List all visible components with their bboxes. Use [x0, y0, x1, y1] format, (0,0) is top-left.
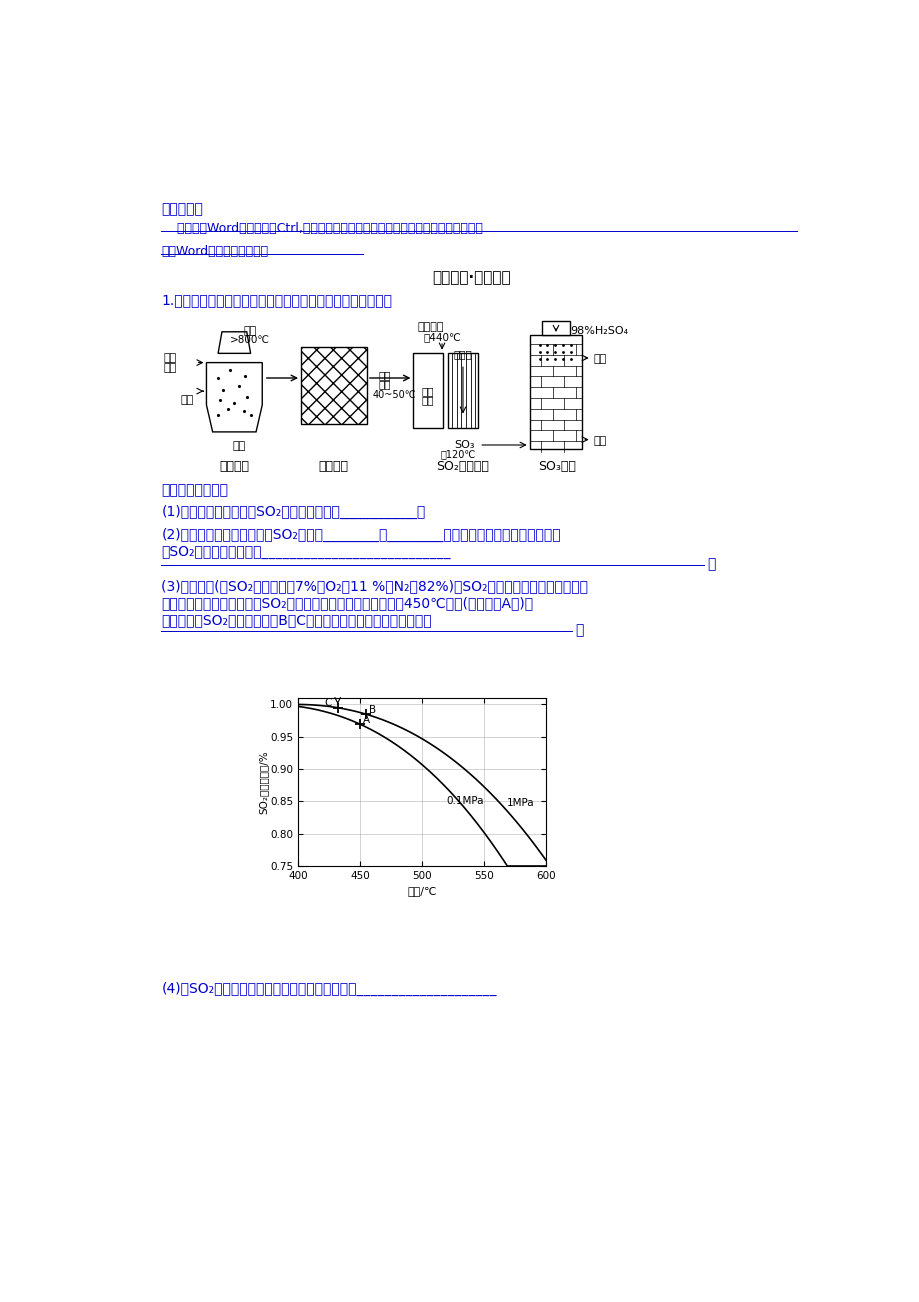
Text: SO₃: SO₃ [454, 440, 474, 449]
Text: B: B [369, 704, 375, 715]
Text: 热交: 热交 [422, 387, 434, 396]
Text: (4)在SO₂催化氧化设备中设置热交换器的目的是____________________: (4)在SO₂催化氧化设备中设置热交换器的目的是________________… [162, 982, 496, 996]
Text: 炉气: 炉气 [378, 380, 391, 389]
Text: 温馨提示：: 温馨提示： [162, 202, 203, 216]
Text: 高效演练·跟踪检测: 高效演练·跟踪检测 [432, 271, 510, 285]
Text: 系如图所示。在实际生产中SO₂催化氧化反应的条件选择常压、450℃左右(对应图中A点)，: 系如图所示。在实际生产中SO₂催化氧化反应的条件选择常压、450℃左右(对应图中… [162, 596, 533, 609]
Text: 矿粉: 矿粉 [163, 362, 176, 372]
Text: 98%H₂SO₄: 98%H₂SO₄ [570, 326, 629, 336]
Text: 尾气: 尾气 [594, 354, 607, 365]
Text: C: C [323, 698, 331, 708]
Text: A: A [362, 715, 369, 725]
Text: 精制: 精制 [378, 370, 391, 380]
Text: (1)在炉气制造中，生成SO₂的化学方程式为___________。: (1)在炉气制造中，生成SO₂的化学方程式为___________。 [162, 505, 425, 519]
Text: SO₂催化氧化: SO₂催化氧化 [436, 461, 489, 474]
Text: 炉渣: 炉渣 [233, 441, 245, 450]
Text: 炉气精制: 炉气精制 [318, 461, 348, 474]
Bar [413, 353, 442, 428]
Bar [541, 322, 569, 335]
Text: 产品: 产品 [594, 436, 607, 445]
Text: 关闭Word文档返回原板块。: 关闭Word文档返回原板块。 [162, 245, 268, 258]
Text: 催化剂: 催化剂 [453, 349, 471, 359]
Text: 。: 。 [707, 557, 715, 572]
Text: 对SO₂催化氧化的影响是___________________________: 对SO₂催化氧化的影响是___________________________ [162, 546, 450, 559]
Text: 此套题为Word版，请按住Ctrl,滑动鼠标滚轴，调节合适的观看比例，答案解析附后。: 此套题为Word版，请按住Ctrl,滑动鼠标滚轴，调节合适的观看比例，答案解析附… [162, 221, 482, 234]
Text: 。: 。 [574, 622, 583, 637]
Text: 0.1MPa: 0.1MPa [447, 796, 483, 806]
Text: (2)炉气精制的作用是将含有SO₂的炉气________、________和干燥，如果炉气不经过精制，: (2)炉气精制的作用是将含有SO₂的炉气________、________和干燥… [162, 529, 561, 543]
Text: 空气: 空气 [180, 395, 193, 405]
Text: 炉气制造: 炉气制造 [219, 461, 249, 474]
Y-axis label: SO₂平衡转化率/%: SO₂平衡转化率/% [258, 750, 268, 814]
Bar [448, 353, 477, 428]
Text: 40~50℃: 40~50℃ [372, 389, 415, 400]
Text: 炉气: 炉气 [244, 326, 256, 336]
Text: 约440℃: 约440℃ [423, 332, 460, 342]
Text: >800℃: >800℃ [230, 335, 269, 345]
X-axis label: 温度/℃: 温度/℃ [407, 887, 437, 896]
Bar [529, 335, 582, 449]
Bar [301, 348, 367, 424]
Text: (3)精制炉气(含SO₂体积分数为7%，O₂为11 %，N₂为82%)中SO₂平衡转化率与温度及压强关: (3)精制炉气(含SO₂体积分数为7%，O₂为11 %，N₂为82%)中SO₂平… [162, 579, 588, 592]
Text: SO₃吸收: SO₃吸收 [538, 461, 575, 474]
Text: 1MPa: 1MPa [505, 798, 533, 809]
Text: 换器: 换器 [422, 396, 434, 405]
Text: 约120℃: 约120℃ [440, 449, 475, 458]
Text: 而没有选择SO₂转化率更高的B或C点对应的反应条件，其原因分别是: 而没有选择SO₂转化率更高的B或C点对应的反应条件，其原因分别是 [162, 613, 432, 626]
Text: 1.以黄铁矿为原料，采用接触法生产硫酸的流程可简示如下：: 1.以黄铁矿为原料，采用接触法生产硫酸的流程可简示如下： [162, 293, 392, 307]
Text: 请回答下列问题：: 请回答下列问题： [162, 483, 228, 497]
Text: 精制炉气: 精制炉气 [417, 322, 443, 332]
Text: 黄铁: 黄铁 [163, 353, 176, 362]
